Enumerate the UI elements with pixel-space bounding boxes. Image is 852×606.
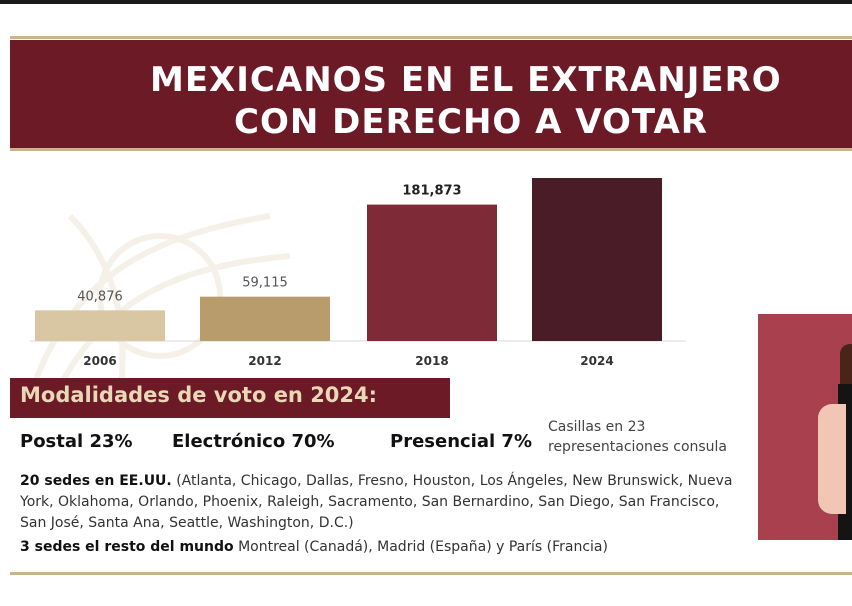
x-tick-2024: 2024 [580, 354, 613, 368]
value-label-2012: 59,115 [242, 276, 288, 291]
x-tick-2006: 2006 [83, 354, 116, 368]
sedes-world: 3 sedes el resto del mundo Montreal (Can… [20, 539, 740, 555]
value-label-2006: 40,876 [77, 289, 123, 304]
electronico-percentage: Electrónico 70% [172, 431, 335, 452]
sign-interpreter-image [758, 314, 852, 540]
casillas-note: Casillas en 23 representaciones consula [548, 417, 758, 457]
casillas-line1: Casillas en 23 [548, 419, 646, 435]
slide-title-line1: MEXICANOS EN EL EXTRANJERO [150, 60, 782, 100]
x-tick-2018: 2018 [415, 354, 448, 368]
slide-title-line2: CON DERECHO A VOTAR [234, 102, 708, 142]
presencial-percentage: Presencial 7% [390, 431, 532, 452]
value-label-2018: 181,873 [402, 184, 461, 199]
eagle-watermark-icon [27, 213, 291, 408]
bar-2006 [35, 310, 165, 341]
sedes-usa: 20 sedes en EE.UU. (Atlanta, Chicago, Da… [20, 471, 740, 534]
bar-2024 [532, 178, 662, 341]
casillas-line2: representaciones consula [548, 439, 728, 455]
sedes-usa-label: 20 sedes en EE.UU. [20, 473, 172, 489]
top-divider [10, 36, 852, 39]
top-bar [0, 0, 852, 4]
slide: MEXICANOS EN EL EXTRANJERO CON DERECHO A… [10, 28, 852, 584]
postal-percentage: Postal 23% [20, 431, 133, 452]
sedes-usa-list: (Atlanta, Chicago, Dallas, Fresno, Houst… [20, 473, 733, 531]
interpreter-arm [818, 404, 846, 514]
x-tick-2012: 2012 [248, 354, 281, 368]
modalidades-header: Modalidades de voto en 2024: [10, 378, 450, 418]
sedes-world-list: Montreal (Canadá), Madrid (España) y Par… [238, 539, 608, 555]
bottom-divider [10, 572, 852, 575]
bar-2018 [367, 204, 497, 341]
sedes-world-label: 3 sedes el resto del mundo [20, 539, 234, 555]
title-banner: MEXICANOS EN EL EXTRANJERO CON DERECHO A… [10, 40, 852, 151]
modalidades-title: Modalidades de voto en 2024: [20, 383, 378, 407]
bar-2012 [200, 296, 330, 341]
